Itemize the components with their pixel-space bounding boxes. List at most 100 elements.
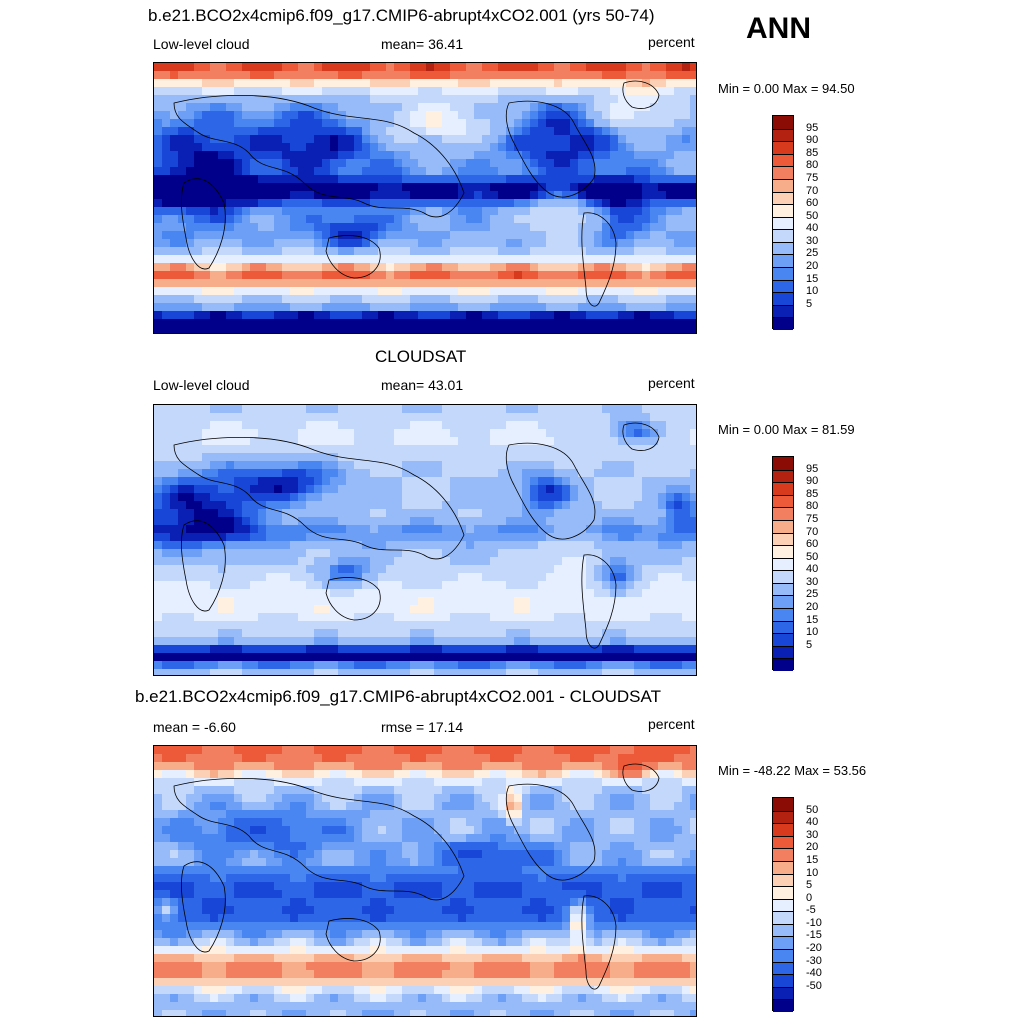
colorbar-swatch — [773, 482, 793, 495]
coastline — [325, 577, 381, 621]
colorbar-swatch — [773, 532, 793, 546]
panel-units-diff: percent — [648, 716, 695, 732]
coastline — [180, 861, 226, 953]
colorbar-tick-label: 15 — [806, 272, 819, 285]
colorbar-swatch — [773, 494, 793, 508]
coastline — [173, 777, 465, 901]
coastline — [173, 436, 465, 560]
colorbar-swatch — [773, 204, 793, 217]
colorbar-swatch — [773, 860, 793, 874]
colorbar-tick-label: 10 — [806, 285, 819, 298]
panel-mean-obs: mean= 43.01 — [381, 377, 464, 393]
coastline — [180, 520, 226, 612]
colorbar-swatch — [773, 545, 793, 558]
colorbar-swatch — [773, 582, 793, 596]
colorbar-tick-label: 40 — [806, 563, 819, 576]
colorbar-tick-label: 5 — [806, 879, 813, 892]
colorbar-swatch — [773, 898, 793, 912]
panel-units-model: percent — [648, 34, 695, 50]
colorbar-swatch — [773, 267, 793, 280]
colorbar-swatch — [773, 128, 793, 142]
colorbar-swatch — [773, 986, 793, 1000]
colorbar-swatch — [773, 911, 793, 924]
colorbar-swatch — [773, 595, 793, 609]
colorbar-swatch — [773, 835, 793, 849]
map-obs — [153, 404, 697, 676]
colorbar-swatch — [773, 254, 793, 268]
colorbar-tick-label: 60 — [806, 197, 819, 210]
colorbar-swatch — [773, 645, 793, 659]
panel-mean-diff: mean = -6.60 — [153, 719, 236, 735]
colorbar-swatch — [773, 191, 793, 205]
colorbar-swatch — [773, 873, 793, 887]
coastline — [505, 783, 596, 881]
colorbar-swatch — [773, 469, 793, 483]
colorbar-swatch — [773, 936, 793, 950]
colorbar-tick-label: 70 — [806, 184, 819, 197]
colorbar-tick-label: 15 — [806, 613, 819, 626]
colorbar-tick-label: -10 — [806, 916, 822, 929]
colorbar-tick-label: 60 — [806, 538, 819, 551]
colorbar-tick-label: 25 — [806, 247, 819, 260]
colorbar-tick-label: 90 — [806, 475, 819, 488]
colorbar-swatch — [773, 241, 793, 255]
colorbar-tick-label: 10 — [806, 626, 819, 639]
colorbar-obs: 95 90 85 80 75 70 60 50 40 30 25 20 15 10 5 — [772, 456, 818, 671]
panel-variable-label-model: Low-level cloud — [153, 36, 250, 52]
panel-minmax-diff: Min = -48.22 Max = 53.56 — [718, 763, 867, 778]
colorbar-swatch — [773, 292, 793, 305]
colorbar-box — [772, 456, 794, 671]
map-diff — [153, 745, 697, 1017]
colorbar-tick-label: 85 — [806, 146, 819, 159]
colorbar-tick-label: 50 — [806, 209, 819, 222]
colorbar-tick-label: 20 — [806, 841, 819, 854]
colorbar-swatch — [773, 810, 793, 824]
coastline — [581, 554, 617, 649]
colorbar-tick-label: 25 — [806, 588, 819, 601]
colorbar-tick-label: 30 — [806, 828, 819, 841]
colorbar-swatch — [773, 798, 793, 811]
coastline — [173, 94, 465, 218]
colorbar-tick-label: 5 — [806, 638, 813, 651]
season-label: ANN — [746, 12, 811, 45]
colorbar-tick-label: 80 — [806, 500, 819, 513]
panel-title-model: b.e21.BCO2x4cmip6.f09_g17.CMIP6-abrupt4x… — [148, 6, 655, 25]
colorbar-tick-label: 80 — [806, 159, 819, 172]
colorbar-tick-label: 95 — [806, 462, 819, 475]
colorbar-tick-label: -20 — [806, 942, 822, 955]
coastline — [505, 442, 596, 540]
coastline — [622, 80, 660, 109]
colorbar-swatch — [773, 848, 793, 861]
colorbar-swatch — [773, 823, 793, 836]
colorbar-swatch — [773, 961, 793, 975]
colorbar-swatch — [773, 949, 793, 962]
panel-title-obs: CLOUDSAT — [375, 347, 467, 366]
colorbar-tick-label: 40 — [806, 222, 819, 235]
colorbar-swatch — [773, 304, 793, 318]
map-model — [153, 62, 697, 334]
colorbar-swatch — [773, 216, 793, 230]
colorbar-swatch — [773, 507, 793, 520]
colorbar-tick-label: 40 — [806, 816, 819, 829]
colorbar-diff: 50 40 30 20 15 10 5 0 -5 -10 -15 -20 -30 -40 -50 — [772, 797, 822, 1012]
colorbar-tick-label: 10 — [806, 866, 819, 879]
colorbar-swatch — [773, 999, 793, 1012]
colorbar-swatch — [773, 570, 793, 583]
panel-units-obs: percent — [648, 375, 695, 391]
colorbar-tick-label: -5 — [806, 904, 816, 917]
colorbar-tick-label: 20 — [806, 260, 819, 273]
coastline — [505, 100, 596, 198]
colorbar-swatch — [773, 279, 793, 293]
colorbar-tick-label: 5 — [806, 297, 813, 310]
colorbar-tick-label: -15 — [806, 929, 822, 942]
map-field — [154, 405, 696, 675]
colorbar-tick-label: 85 — [806, 487, 819, 500]
coastline — [180, 178, 226, 270]
colorbar-model: 95 90 85 80 75 70 60 50 40 30 25 20 15 10 5 — [772, 115, 818, 330]
colorbar-tick-label: 95 — [806, 121, 819, 134]
coastline — [581, 212, 617, 307]
colorbar-tick-label: 20 — [806, 601, 819, 614]
colorbar-swatch — [773, 457, 793, 470]
colorbar-tick-label: 70 — [806, 525, 819, 538]
colorbar-swatch — [773, 519, 793, 533]
